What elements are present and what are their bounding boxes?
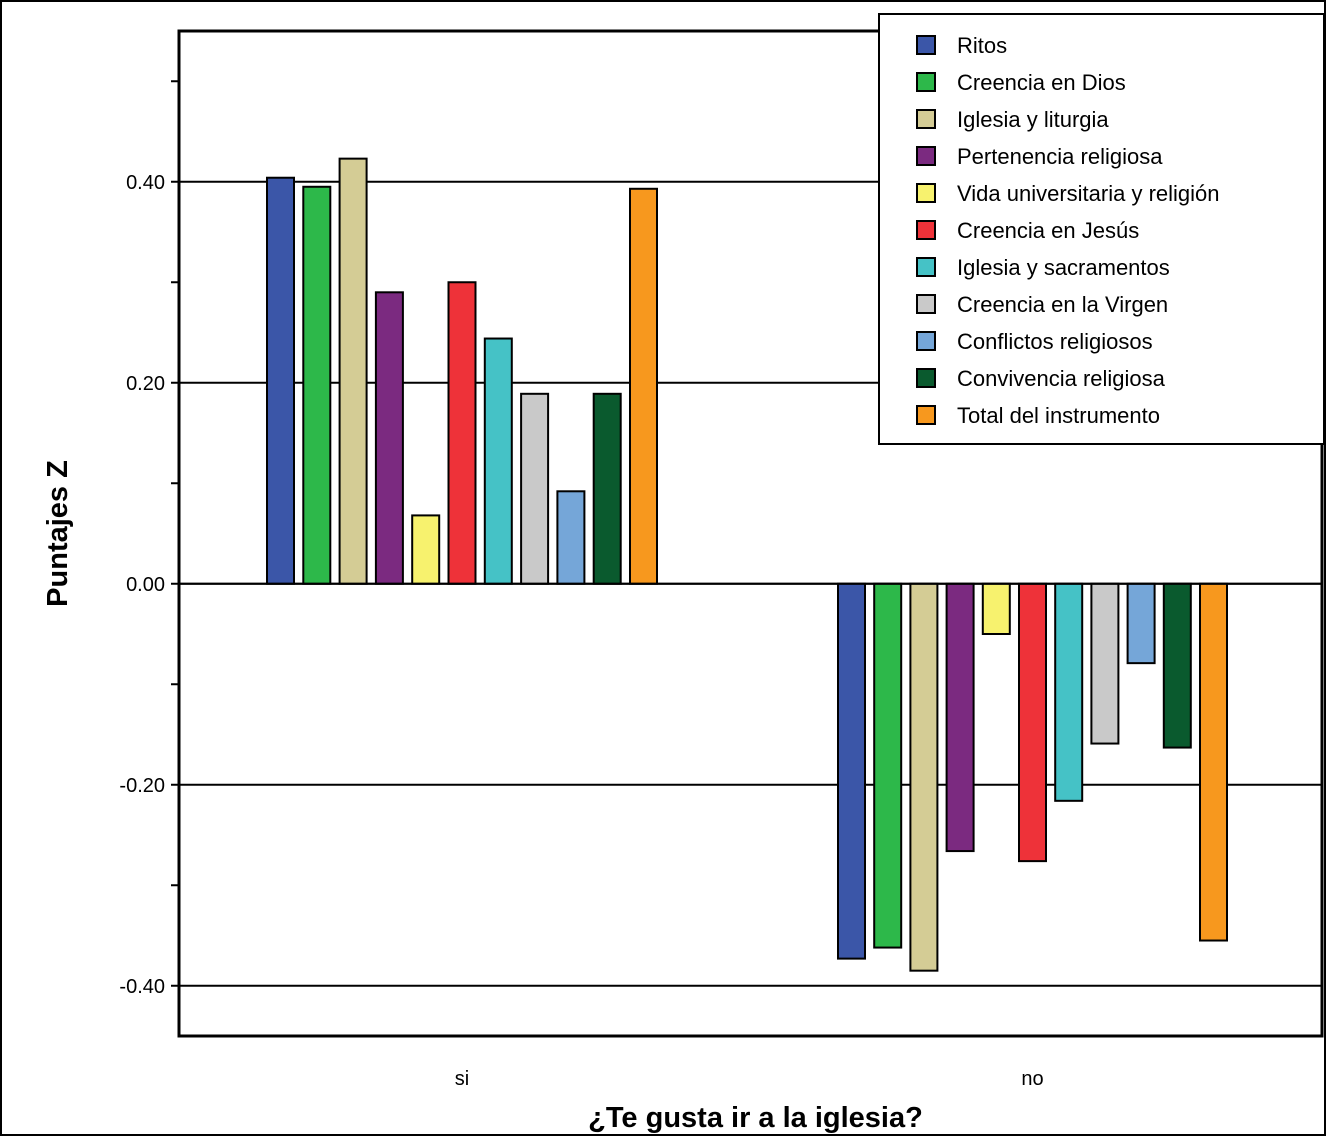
- legend-swatch: [916, 405, 936, 425]
- bar-no-4: [981, 582, 1011, 635]
- legend-label: Ritos: [957, 33, 1007, 58]
- bar-si-4: [411, 514, 441, 585]
- legend-swatch: [916, 146, 936, 166]
- bar-no-7: [1090, 582, 1120, 745]
- bar-no-8: [1126, 582, 1156, 665]
- legend-swatch: [916, 257, 936, 277]
- bar-si-3: [374, 291, 404, 585]
- legend-label: Iglesia y liturgia: [957, 107, 1109, 132]
- legend-label: Convivencia religiosa: [957, 366, 1166, 391]
- bar-si-5: [447, 281, 477, 585]
- bar-no-2: [909, 582, 939, 972]
- y-tick-label: -0.40: [119, 976, 165, 998]
- bar-no-3: [945, 582, 975, 853]
- legend-label: Total del instrumento: [957, 403, 1160, 428]
- bar-si-0: [266, 176, 295, 585]
- legend-label: Creencia en Jesús: [957, 218, 1139, 243]
- legend-label: Iglesia y sacramentos: [957, 255, 1170, 280]
- bar-si-8: [556, 490, 586, 585]
- bar-si-7: [520, 392, 550, 585]
- legend-label: Creencia en la Virgen: [957, 292, 1168, 317]
- y-tick-label: -0.20: [119, 775, 165, 797]
- bar-si-6: [483, 337, 513, 585]
- legend-swatch: [916, 72, 936, 92]
- bar-no-10: [1199, 582, 1228, 942]
- bar-si-10: [629, 187, 658, 585]
- legend-label: Pertenencia religiosa: [957, 144, 1163, 169]
- x-axis-title: ¿Te gusta ir a la iglesia?: [588, 1102, 923, 1134]
- legend-swatch: [916, 368, 936, 388]
- legend-swatch: [916, 220, 936, 240]
- legend-swatch: [916, 294, 936, 314]
- y-tick-label: 0.00: [126, 574, 165, 596]
- y-axis-title: Puntajes Z: [42, 460, 74, 607]
- legend-label: Vida universitaria y religión: [957, 181, 1220, 206]
- x-tick-label: si: [455, 1068, 469, 1090]
- bar-no-5: [1018, 582, 1047, 863]
- y-tick-label: 0.40: [126, 172, 165, 194]
- legend-swatch: [916, 35, 936, 55]
- legend-label: Creencia en Dios: [957, 70, 1126, 95]
- bar-no-9: [1162, 582, 1192, 749]
- bar-si-2: [338, 157, 368, 585]
- bar-no-1: [873, 582, 903, 949]
- legend-swatch: [916, 109, 936, 129]
- legend-box: [878, 13, 1325, 445]
- x-tick-label: no: [1021, 1068, 1043, 1090]
- legend-swatch: [916, 331, 936, 351]
- y-tick-label: 0.20: [126, 373, 165, 395]
- bar-si-1: [302, 185, 332, 585]
- bar-si-9: [592, 392, 622, 585]
- bar-no-6: [1054, 582, 1084, 802]
- legend-swatch: [916, 183, 936, 203]
- legend-label: Conflictos religiosos: [957, 329, 1153, 354]
- bar-no-0: [837, 582, 866, 960]
